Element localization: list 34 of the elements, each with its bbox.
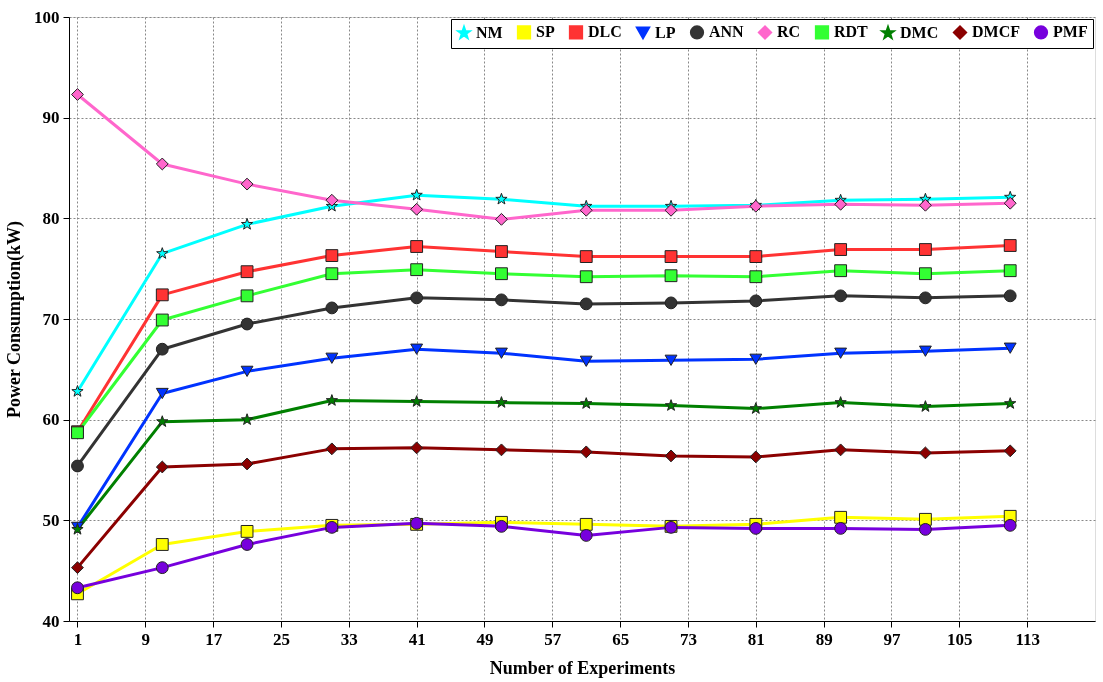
x-tick-label: 105 [947, 629, 973, 649]
y-axis-title: Power Consumption(kW) [4, 220, 25, 419]
x-tick-label: 41 [408, 629, 426, 649]
x-tick-label: 73 [679, 629, 697, 649]
legend-label: RDT [834, 23, 869, 41]
x-tick-label: 97 [883, 629, 901, 649]
y-tick-label: 60 [42, 410, 60, 430]
x-tick-label: 49 [476, 629, 494, 649]
legend-label: ANN [709, 23, 745, 41]
x-tick-label: 1 [73, 629, 83, 649]
x-tick-label: 25 [272, 629, 290, 649]
legend-label: DLC [588, 23, 622, 41]
x-axis-title: Number of Experiments [489, 657, 676, 678]
legend-label: DMCF [972, 23, 1021, 41]
y-tick-label: 50 [42, 510, 60, 530]
y-tick-label: 40 [42, 611, 60, 631]
legend-label: RC [777, 23, 801, 41]
x-tick-label: 17 [205, 629, 223, 649]
legend-label: DMC [900, 24, 939, 42]
legend-label: LP [655, 23, 676, 41]
x-tick-label: 81 [747, 629, 765, 649]
y-tick-label: 80 [42, 208, 60, 228]
x-tick-label: 113 [1015, 629, 1040, 649]
x-tick-label: 65 [612, 629, 630, 649]
legend-label: SP [536, 23, 555, 41]
y-tick-label: 70 [42, 309, 60, 329]
x-tick-label: 89 [815, 629, 833, 649]
x-tick-label: 9 [141, 629, 151, 649]
y-tick-label: 100 [34, 7, 60, 27]
y-tick-label: 90 [42, 108, 60, 128]
x-tick-label: 57 [544, 629, 562, 649]
legend-label: NM [476, 24, 503, 42]
x-tick-label: 33 [340, 629, 358, 649]
legend-label: PMF [1053, 23, 1088, 41]
